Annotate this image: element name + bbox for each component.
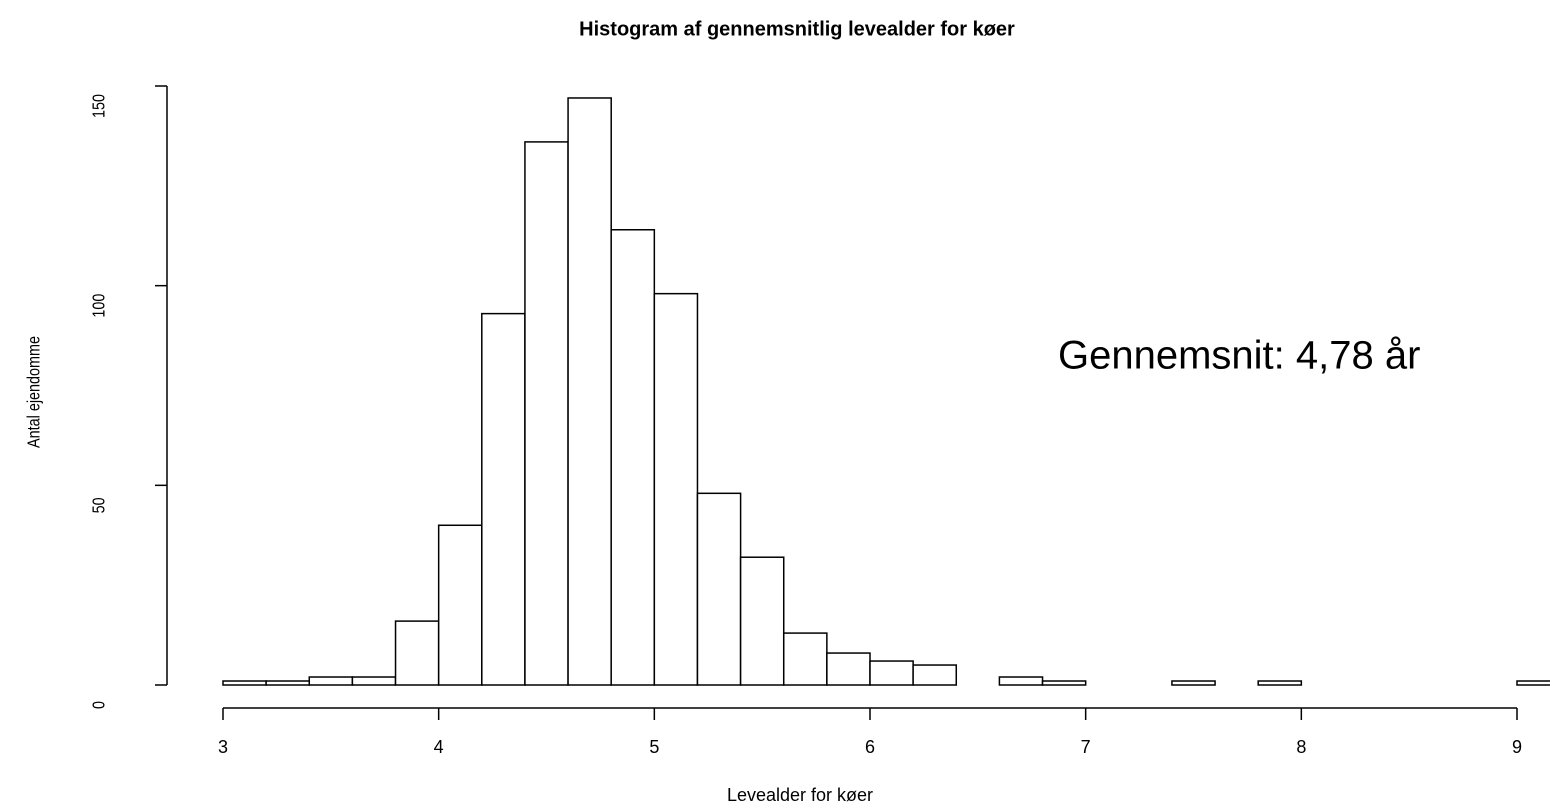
- bar: [308, 676, 354, 686]
- bar: [782, 632, 828, 686]
- bar: [437, 524, 483, 686]
- bar: [1516, 680, 1550, 686]
- x-tick-label: 9: [1512, 737, 1522, 757]
- x-tick-label: 6: [865, 737, 875, 757]
- bar: [653, 292, 699, 686]
- x-tick-label: 4: [434, 737, 444, 757]
- bar: [610, 229, 656, 686]
- bar: [351, 676, 397, 686]
- bar: [567, 97, 612, 686]
- y-tick-label: 0: [89, 701, 109, 709]
- bar: [1257, 680, 1303, 686]
- bar: [265, 680, 311, 686]
- x-tick-label: 7: [1081, 737, 1091, 757]
- bar: [222, 680, 267, 686]
- bar: [912, 664, 958, 686]
- bar: [826, 652, 871, 686]
- y-tick-label: 100: [89, 294, 109, 318]
- bar: [481, 312, 526, 686]
- y-tick-label: 150: [89, 94, 109, 118]
- x-tick-label: 8: [1296, 737, 1306, 757]
- bar: [998, 676, 1044, 686]
- bar: [524, 141, 569, 686]
- bar: [1041, 680, 1087, 686]
- x-tick-label: 5: [649, 737, 659, 757]
- bar: [869, 660, 914, 686]
- bar: [739, 556, 785, 686]
- annotation: Gennemsnit: 4,78 år: [1058, 334, 1420, 378]
- chart-title: Histogram af gennemsnitlig levealder for…: [579, 18, 1015, 40]
- y-tick-label: 50: [89, 497, 109, 513]
- bar: [696, 492, 742, 686]
- x-axis-label: Levealder for køer: [727, 785, 873, 805]
- bar: [1171, 680, 1216, 686]
- x-tick-label: 3: [218, 737, 228, 757]
- bar: [394, 620, 440, 686]
- y-axis-label: Antal ejendomme: [24, 336, 44, 448]
